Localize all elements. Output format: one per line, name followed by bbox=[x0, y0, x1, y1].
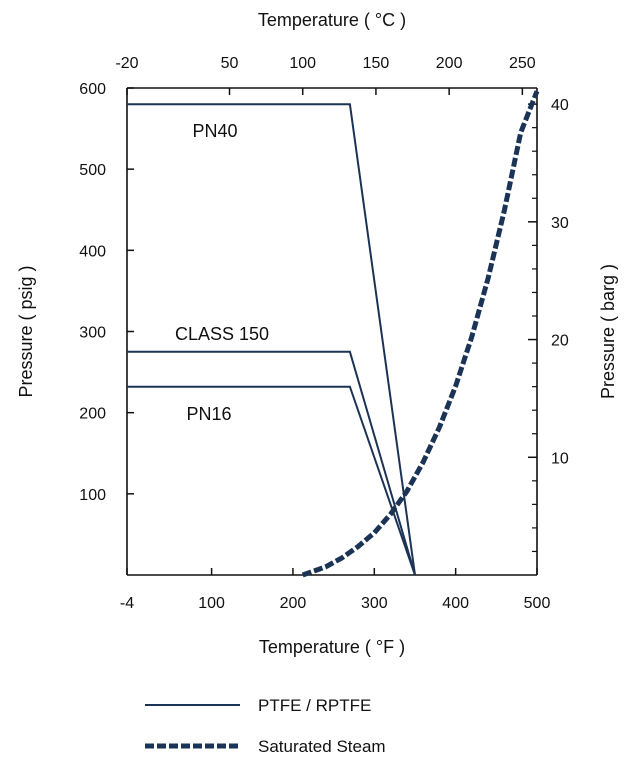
y2-tick-label: 10 bbox=[551, 450, 569, 467]
y-tick-label: 400 bbox=[79, 243, 106, 260]
legend-label-ptfe-rptfe: PTFE / RPTFE bbox=[258, 696, 371, 715]
series-line-pn40 bbox=[127, 103, 416, 576]
x2-tick-label: 50 bbox=[221, 55, 239, 72]
y-tick-label: 200 bbox=[79, 406, 106, 423]
x-tick-label: 100 bbox=[198, 595, 225, 612]
x2-axis-title: Temperature ( °C ) bbox=[258, 10, 406, 30]
y-tick-label: 300 bbox=[79, 325, 106, 342]
x2-tick-label: -20 bbox=[115, 55, 138, 72]
series-label-pn40: PN40 bbox=[192, 121, 237, 141]
y-tick-label: 600 bbox=[79, 81, 106, 98]
legend-label-saturated-steam: Saturated Steam bbox=[258, 737, 386, 756]
x-tick-label: -4 bbox=[120, 595, 134, 612]
x2-tick-label: 150 bbox=[363, 55, 390, 72]
y2-tick-label: 40 bbox=[551, 97, 569, 114]
y-tick-label: 100 bbox=[79, 487, 106, 504]
series-line-class-150 bbox=[127, 350, 416, 576]
x-tick-label: 200 bbox=[280, 595, 307, 612]
x2-tick-label: 250 bbox=[509, 55, 536, 72]
y2-tick-label: 30 bbox=[551, 215, 569, 232]
series-line-pn16 bbox=[127, 385, 416, 576]
series-label-class-150: CLASS 150 bbox=[175, 324, 269, 344]
series-line-saturated-steam bbox=[301, 90, 540, 578]
y2-tick-label: 20 bbox=[551, 333, 569, 350]
x-tick-label: 500 bbox=[524, 595, 551, 612]
y-tick-label: 500 bbox=[79, 162, 106, 179]
x2-tick-label: 200 bbox=[436, 55, 463, 72]
y2-axis-title: Pressure ( barg ) bbox=[598, 264, 618, 399]
x2-tick-label: 100 bbox=[289, 55, 316, 72]
series-label-pn16: PN16 bbox=[186, 404, 231, 424]
x-axis-title: Temperature ( °F ) bbox=[259, 637, 405, 657]
x-tick-label: 400 bbox=[442, 595, 469, 612]
x-tick-label: 300 bbox=[361, 595, 388, 612]
y-axis-title: Pressure ( psig ) bbox=[16, 265, 36, 397]
